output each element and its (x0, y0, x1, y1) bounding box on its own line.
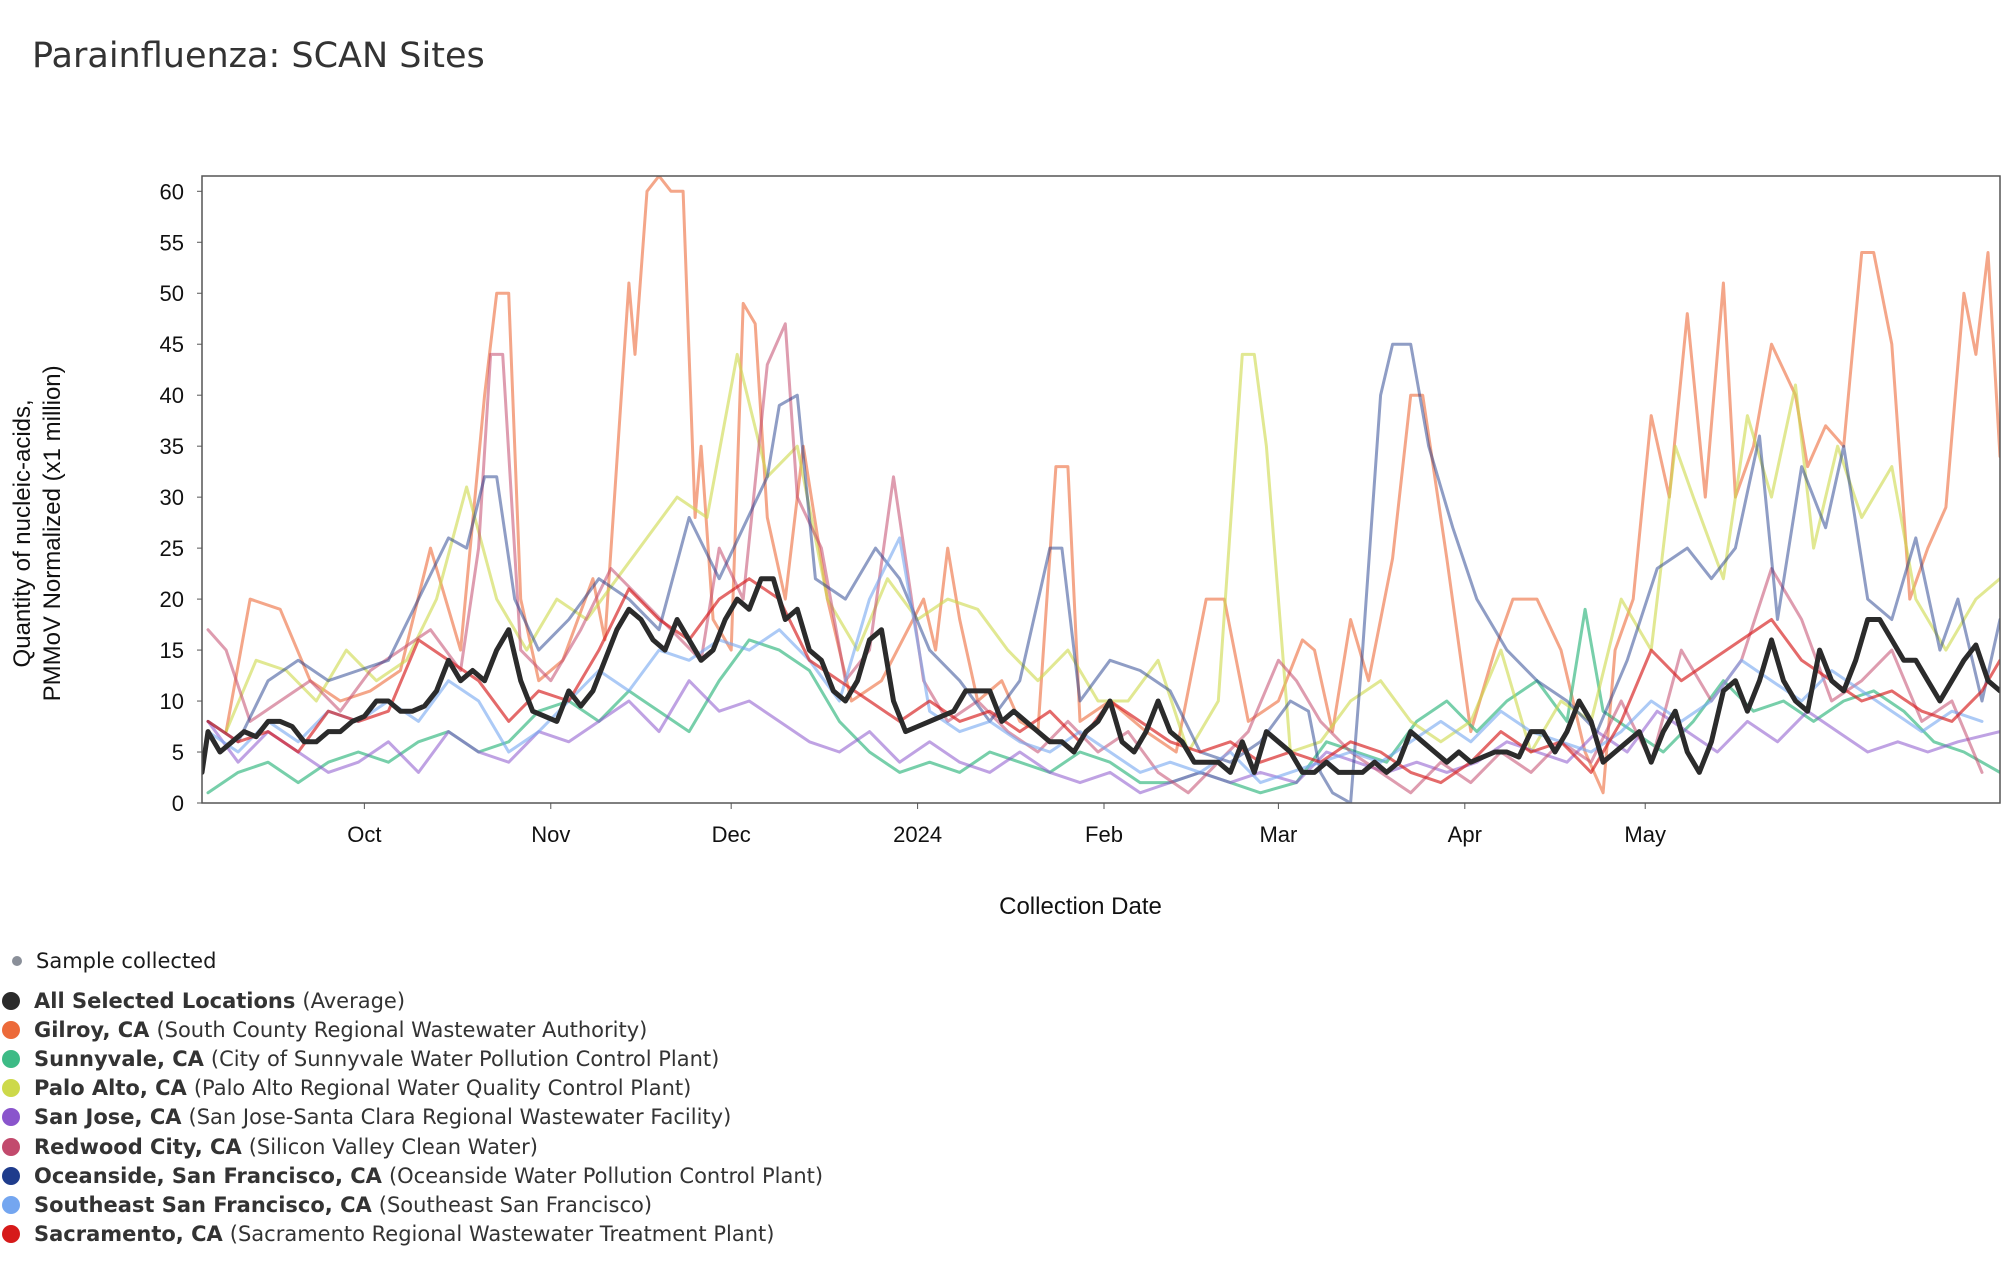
legend-item-name: Gilroy, CA (34, 1017, 150, 1042)
y-tick-label: 25 (160, 536, 184, 561)
legend-color-dot-icon (2, 1079, 20, 1098)
x-tick-label: 2024 (893, 822, 942, 847)
legend-item-name: Sacramento, CA (34, 1222, 223, 1247)
legend-item-name: Redwood City, CA (34, 1134, 242, 1159)
y-axis-title-line1: Quantity of nucleic-acids, (9, 399, 36, 667)
series-line-all-selected-locations (202, 576, 2000, 775)
x-tick-label: Oct (347, 822, 381, 847)
legend-color-dot-icon (2, 991, 20, 1010)
legend-item-name: Southeast San Francisco, CA (34, 1192, 372, 1217)
chart: 0 5 10 15 20 25 30 35 40 45 50 55 60 Oct Nov Dec 2024 Fe… (9, 175, 2001, 920)
legend-item[interactable]: Palo Alto, CA (Palo Alto Regional Water Q… (0, 1074, 823, 1103)
legend-items: All Selected Locations (Average) Gilroy, C… (0, 986, 823, 1249)
legend-item[interactable]: San Jose, CA (San Jose-Santa Clara Region… (0, 1103, 823, 1132)
legend-item[interactable]: Redwood City, CA (Silicon Valley Clean Wa… (0, 1132, 823, 1161)
legend-item-name: Sunnyvale, CA (34, 1046, 204, 1071)
legend-item-description: (Oceanside Water Pollution Control Plant… (388, 1163, 824, 1188)
y-tick-label: 40 (160, 383, 184, 408)
legend-color-dot-icon (2, 1108, 20, 1127)
series-layer (202, 176, 2000, 803)
y-tick-label: 20 (160, 587, 184, 612)
legend: Sample collected All Selected Locations(… (0, 946, 823, 1249)
legend-item-description: (Southeast San Francisco) (378, 1192, 653, 1217)
legend-color-dot-icon (2, 1020, 20, 1039)
legend-item-description: (Silicon Valley Clean Water) (248, 1134, 538, 1159)
legend-color-dot-icon (2, 1049, 20, 1068)
x-axis: Oct Nov Dec 2024 Feb Mar Apr May (347, 803, 1666, 847)
legend-item-description: (Average) (302, 988, 406, 1013)
y-axis-title-line2: PMMoV Normalized (x1 million) (39, 365, 66, 701)
legend-color-dot-icon (2, 1166, 20, 1185)
series-line-sunnyvale-ca (206, 607, 2000, 795)
legend-item[interactable]: Southeast San Francisco, CA (Southeast Sa… (0, 1190, 823, 1219)
legend-item-description: (Sacramento Regional Wastewater Treatmen… (229, 1222, 775, 1247)
series-line-southeast-san-francisco-ca (206, 536, 1984, 785)
legend-item-description: (Palo Alto Regional Water Quality Contro… (193, 1076, 692, 1101)
y-tick-label: 10 (160, 689, 184, 714)
y-tick-label: 0 (172, 791, 184, 816)
x-tick-label: May (1624, 822, 1666, 847)
legend-color-dot-icon (2, 1137, 20, 1156)
legend-note-label: Sample collected (36, 949, 217, 973)
y-tick-label: 60 (160, 179, 184, 204)
legend-item-description: (City of Sunnyvale Water Pollution Contr… (210, 1046, 720, 1071)
x-tick-label: Feb (1085, 822, 1123, 847)
legend-color-dot-icon (2, 1225, 20, 1244)
legend-item[interactable]: Oceanside, San Francisco, CA (Oceanside W… (0, 1161, 823, 1190)
x-axis-title: Collection Date (999, 893, 1162, 920)
series-line-palo-alto-ca (224, 352, 2000, 754)
legend-item-name: Palo Alto, CA (34, 1076, 187, 1101)
x-tick-label: Dec (712, 822, 751, 847)
legend-item[interactable]: Sacramento, CA (Sacramento Regional Waste… (0, 1220, 823, 1249)
legend-item-description: (South County Regional Wastewater Author… (156, 1017, 648, 1042)
y-tick-label: 30 (160, 485, 184, 510)
legend-item-name: Oceanside, San Francisco, CA (34, 1163, 382, 1188)
legend-item[interactable]: All Selected Locations (Average) (0, 986, 823, 1015)
legend-color-dot-icon (2, 1195, 20, 1214)
x-tick-label: Nov (531, 822, 570, 847)
y-tick-label: 45 (160, 332, 184, 357)
legend-item-description: (San Jose-Santa Clara Regional Wastewate… (188, 1105, 732, 1130)
sample-dot-icon (12, 956, 22, 966)
y-tick-label: 5 (172, 740, 184, 765)
y-tick-label: 55 (160, 230, 184, 255)
legend-item[interactable]: Sunnyvale, CA (City of Sunnyvale Water Po… (0, 1044, 823, 1073)
series-line-san-jose-ca (206, 679, 2000, 795)
y-tick-label: 50 (160, 281, 184, 306)
plot-frame (201, 175, 2001, 804)
x-tick-label: Mar (1259, 822, 1297, 847)
x-tick-label: Apr (1448, 822, 1482, 847)
y-axis: 0 5 10 15 20 25 30 35 40 45 50 55 60 (160, 179, 202, 816)
y-tick-label: 35 (160, 434, 184, 459)
series-line-oceanside-san-francisco-ca (206, 342, 2000, 803)
chart-title: Parainfluenza: SCAN Sites (32, 36, 485, 76)
legend-item[interactable]: Gilroy, CA (South County Regional Wastewa… (0, 1015, 823, 1044)
legend-item-name: San Jose, CA (34, 1105, 182, 1130)
legend-note: Sample collected (0, 946, 823, 976)
y-tick-label: 15 (160, 638, 184, 663)
legend-item-name: All Selected Locations (34, 988, 296, 1013)
